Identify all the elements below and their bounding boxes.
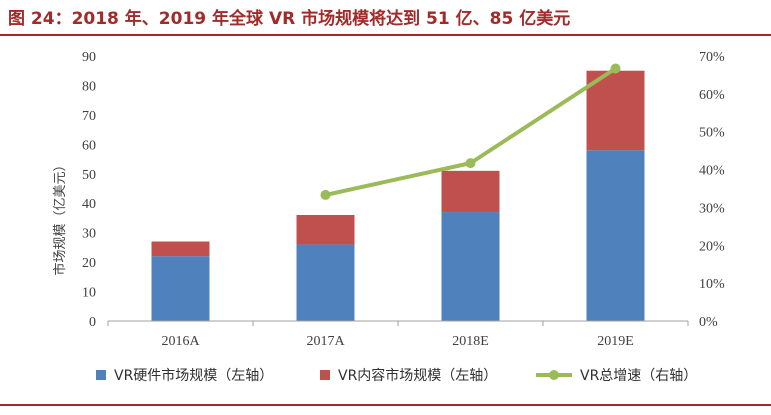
y-tick-label: 0 — [89, 315, 96, 330]
y2-tick-label: 0% — [699, 315, 718, 330]
y2-tick-label: 40% — [699, 164, 725, 179]
x-tick-label: 2017A — [306, 334, 345, 349]
y2-tick-label: 50% — [699, 126, 725, 141]
bar-content-2016A — [151, 241, 210, 257]
y-tick-label: 40 — [82, 197, 96, 212]
y-tick-label: 90 — [82, 50, 96, 65]
y2-tick-label: 70% — [699, 50, 725, 65]
y2-tick-label: 30% — [699, 201, 725, 216]
bottom-divider — [0, 404, 771, 406]
bar-hardware-2016A — [151, 256, 210, 321]
y-tick-label: 20 — [82, 256, 96, 271]
legend-content-swatch — [320, 370, 330, 380]
bar-content-2018E — [441, 170, 500, 213]
y2-tick-label: 60% — [699, 88, 725, 103]
y-tick-label: 50 — [82, 168, 96, 183]
x-tick-label: 2018E — [452, 334, 489, 349]
growth-point — [465, 158, 476, 169]
x-tick-label: 2019E — [597, 334, 634, 349]
growth-point — [610, 63, 621, 74]
chart-title: 图 24：2018 年、2019 年全球 VR 市场规模将达到 51 亿、85 … — [8, 9, 571, 29]
legend-hardware-label: VR硬件市场规模（左轴） — [114, 367, 273, 384]
y2-tick-label: 20% — [699, 239, 725, 254]
bar-hardware-2018E — [441, 212, 500, 321]
legend-content-label: VR内容市场规模（左轴） — [338, 367, 497, 384]
bar-hardware-2019E — [586, 150, 645, 321]
bar-hardware-2017A — [296, 244, 355, 321]
y2-tick-label: 10% — [699, 277, 725, 292]
y-tick-label: 60 — [82, 138, 96, 153]
y-tick-label: 80 — [82, 79, 96, 94]
y-tick-label: 30 — [82, 227, 96, 242]
y-tick-label: 10 — [82, 286, 96, 301]
legend-growth-label: VR总增速（右轴） — [580, 368, 697, 384]
legend-growth-marker — [549, 370, 559, 380]
chart: 市场规模（亿美元） 2016A 2017A 2018E 2019E 0 10 20 30 40 5… — [52, 50, 725, 384]
x-tick-label: 2016A — [161, 334, 200, 349]
y-tick-label: 70 — [82, 109, 96, 124]
y-axis-title: 市场规模（亿美元） — [52, 158, 68, 275]
bar-content-2017A — [296, 215, 355, 245]
legend-hardware-swatch — [96, 370, 106, 380]
growth-point — [320, 189, 331, 200]
bar-content-2019E — [586, 70, 645, 151]
title-divider — [0, 34, 771, 36]
